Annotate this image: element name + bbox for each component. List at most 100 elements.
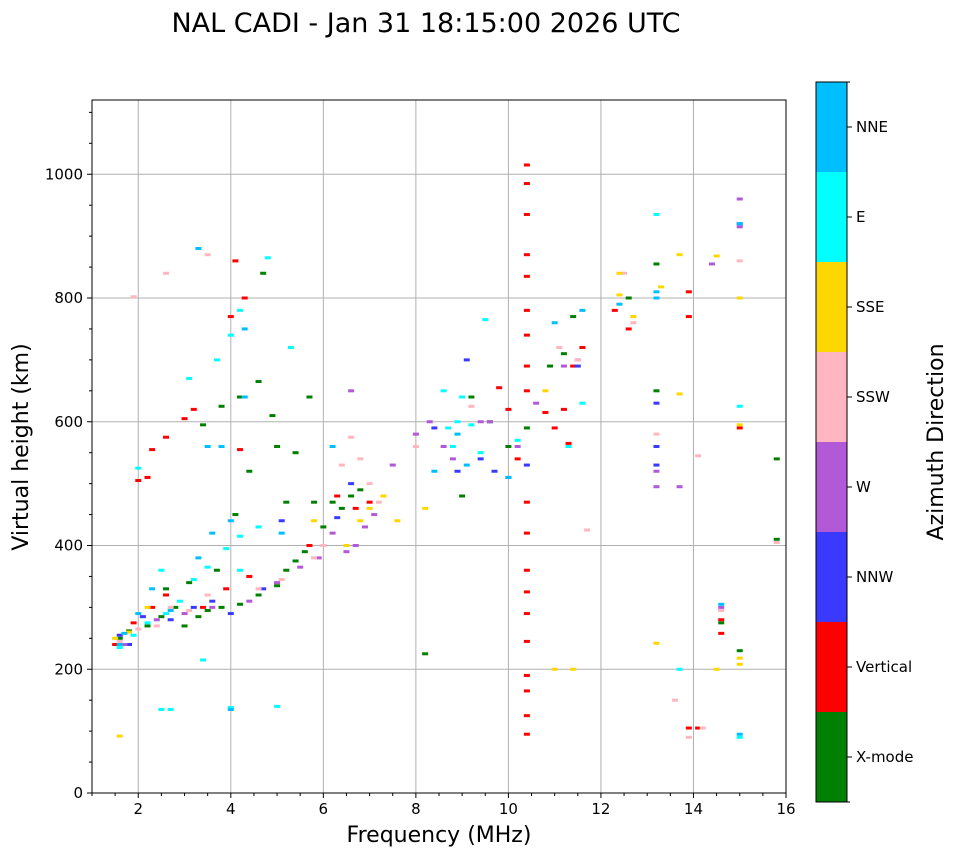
echo-point-e <box>514 438 521 442</box>
echo-point-w <box>209 605 216 609</box>
echo-point-x-mode <box>283 568 290 572</box>
echo-point-x-mode <box>329 500 336 504</box>
echo-point-vertical <box>523 253 530 257</box>
x-tick-label: 14 <box>684 800 703 818</box>
chart-title: NAL CADI - Jan 31 18:15:00 2026 UTC <box>171 8 680 39</box>
echo-point-x-mode <box>200 423 207 427</box>
echo-point-w <box>736 197 743 201</box>
echo-point-e <box>237 308 244 312</box>
echo-point-vertical <box>523 182 530 186</box>
echo-point-ssw <box>699 726 706 730</box>
echo-point-nne <box>278 531 285 535</box>
echo-point-nne <box>736 222 743 226</box>
echo-point-sse <box>736 662 743 666</box>
echo-point-ssw <box>130 295 137 299</box>
echo-point-x-mode <box>237 395 244 399</box>
echo-point-e <box>287 346 294 349</box>
colorbar-segment <box>816 712 847 802</box>
echo-point-sse <box>616 271 623 275</box>
echo-point-nne <box>116 643 123 646</box>
echo-point-e <box>200 658 207 662</box>
echo-point-x-mode <box>232 513 239 517</box>
echo-point-ssw <box>468 404 475 408</box>
echo-point-ssw <box>116 639 123 643</box>
echo-point-e <box>579 401 586 405</box>
echo-point-w <box>181 612 188 616</box>
echo-point-x-mode <box>158 615 165 619</box>
echo-point-e <box>116 646 123 650</box>
echo-point-vertical <box>306 544 313 547</box>
echo-point-e <box>565 445 572 448</box>
echo-point-sse <box>542 389 549 393</box>
y-tick-label: 1000 <box>45 165 83 183</box>
echo-point-vertical <box>523 364 530 368</box>
echo-point-x-mode <box>255 593 262 597</box>
echo-point-x-mode <box>204 608 211 612</box>
colorbar-segment <box>816 442 847 532</box>
echo-point-ssw <box>773 540 780 544</box>
echo-point-w <box>676 485 683 489</box>
echo-point-w <box>440 445 447 448</box>
echo-point-vertical <box>579 346 586 349</box>
echo-point-w <box>389 463 396 467</box>
echo-point-sse <box>366 506 373 510</box>
echo-point-w <box>708 262 715 266</box>
echo-point-e <box>482 318 489 322</box>
echo-point-nnw <box>463 358 470 362</box>
colorbar-segment <box>816 532 847 622</box>
echo-point-vertical <box>685 726 692 730</box>
echo-point-w <box>449 457 456 461</box>
echo-point-x-mode <box>468 395 475 399</box>
echo-point-vertical <box>523 274 530 278</box>
echo-point-w <box>352 544 359 547</box>
echo-point-w <box>361 525 368 529</box>
echo-point-nne <box>209 531 216 535</box>
echo-point-e <box>135 466 142 470</box>
echo-point-e <box>167 707 174 711</box>
echo-point-w <box>315 556 322 560</box>
echo-point-w <box>718 605 725 609</box>
echo-point-x-mode <box>357 488 364 492</box>
echo-point-w <box>736 225 743 229</box>
echo-point-vertical <box>241 296 248 300</box>
echo-point-w <box>426 420 433 424</box>
echo-point-x-mode <box>116 636 123 640</box>
echo-point-e <box>468 423 475 427</box>
echo-point-x-mode <box>547 364 554 368</box>
echo-point-nnw <box>454 469 461 473</box>
echo-point-nnw <box>167 618 174 622</box>
echo-point-e <box>158 707 165 711</box>
echo-point-vertical <box>625 327 632 331</box>
echo-point-ssw <box>357 457 364 461</box>
colorbar-label: SSE <box>856 298 885 316</box>
echo-point-vertical <box>190 407 197 411</box>
echo-point-vertical <box>523 389 530 393</box>
echo-point-x-mode <box>260 271 267 275</box>
echo-point-nnw <box>348 482 355 486</box>
colorbar-segment <box>816 172 847 262</box>
echo-point-x-mode <box>311 500 318 504</box>
echo-point-ssw <box>163 271 170 275</box>
x-tick-label: 10 <box>499 800 518 818</box>
echo-point-x-mode <box>269 414 276 418</box>
echo-point-w <box>486 420 493 424</box>
echo-point-w <box>560 364 567 368</box>
echo-point-ssw <box>736 259 743 263</box>
x-tick-label: 2 <box>133 800 143 818</box>
echo-point-vertical <box>523 590 530 594</box>
echo-point-nne <box>653 290 660 294</box>
echo-point-sse <box>676 253 683 257</box>
echo-point-sse <box>616 293 623 297</box>
echo-point-e <box>144 621 151 625</box>
echo-point-e <box>204 565 211 569</box>
echo-point-nne <box>431 469 438 473</box>
y-axis-label: Virtual height (km) <box>9 343 34 550</box>
echo-point-vertical <box>695 726 702 730</box>
echo-point-x-mode <box>301 550 308 554</box>
echo-point-vertical <box>523 500 530 504</box>
echo-point-x-mode <box>144 624 151 628</box>
echo-point-x-mode <box>274 445 281 448</box>
echo-point-sse <box>116 734 123 738</box>
echo-point-x-mode <box>292 451 299 455</box>
